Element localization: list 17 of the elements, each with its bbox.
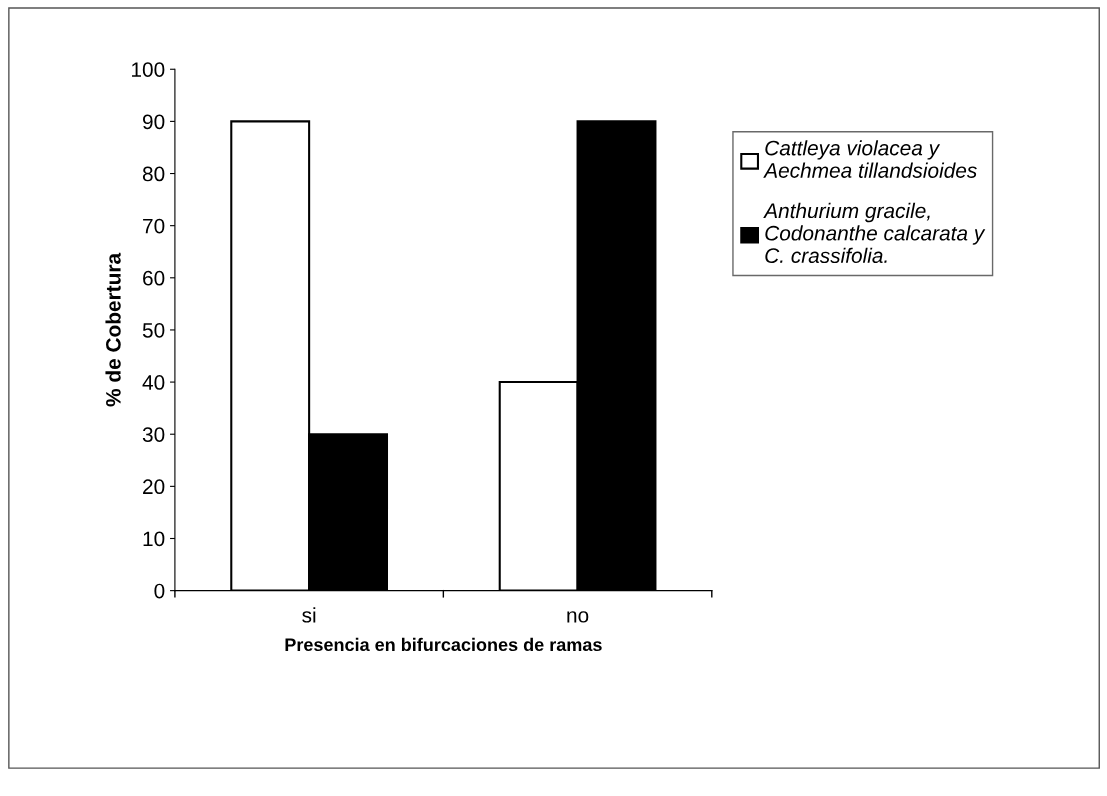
y-tick-label: 30	[142, 427, 165, 442]
y-tick-label: 60	[143, 270, 165, 286]
x-tick-label: si	[302, 607, 316, 623]
y-tick-label: 40	[142, 375, 165, 390]
y-tick-label: 10	[143, 531, 165, 547]
legend-label: Cattleya violacea y Aechmea tillandsioides	[763, 140, 977, 178]
x-tick-label: no	[567, 611, 589, 623]
y-tick-label: 90	[142, 114, 165, 130]
y-axis-title: % de Cobertura	[105, 252, 121, 407]
y-tick-label: 100	[132, 62, 165, 78]
y-tick-label: 20	[143, 479, 165, 495]
y-tick-label: 50	[142, 322, 165, 338]
x-axis-title: Presencia en bifurcaciones de ramas	[285, 637, 602, 652]
legend-label: Anthurium gracile, Codonanthe calcarata y C. crassifolia.	[763, 202, 986, 264]
y-tick-label: 70	[143, 218, 165, 234]
y-tick-label: 0	[154, 583, 165, 599]
y-tick-label: 80	[142, 166, 165, 182]
